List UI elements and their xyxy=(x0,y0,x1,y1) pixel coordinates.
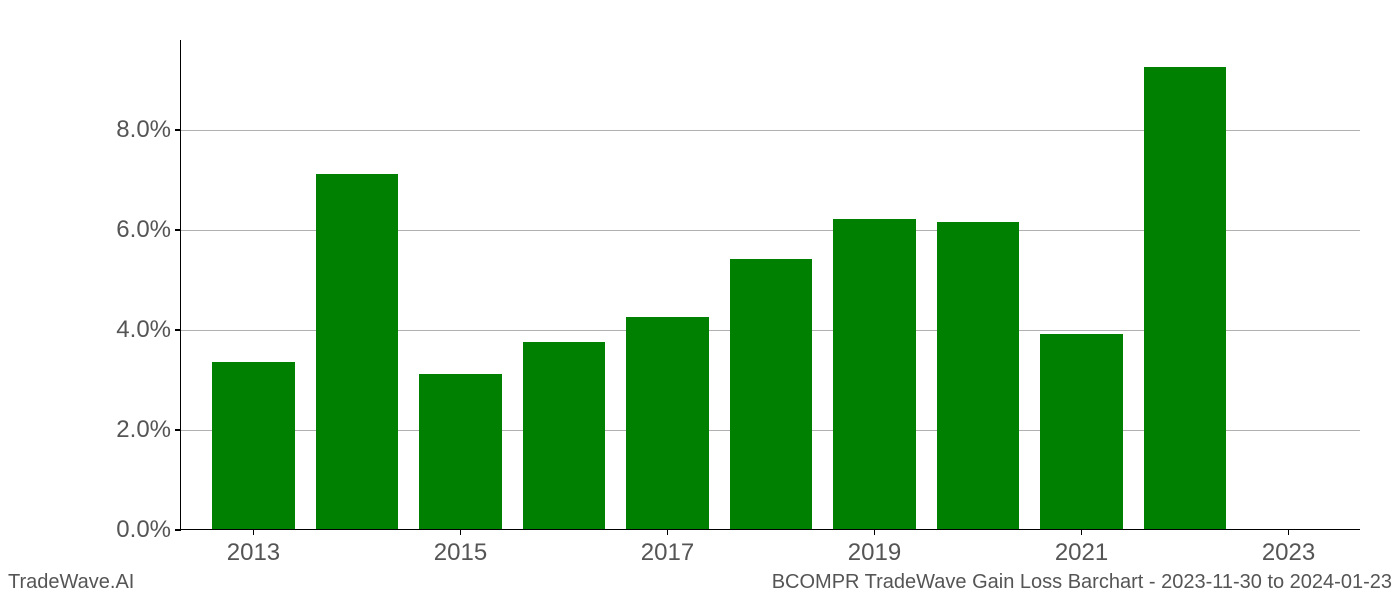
plot-area: 0.0%2.0%4.0%6.0%8.0%20132015201720192021… xyxy=(180,40,1360,530)
bar xyxy=(1144,67,1227,530)
bar xyxy=(1040,334,1123,529)
bar xyxy=(212,362,295,530)
bar xyxy=(626,317,709,530)
footer-left-text: TradeWave.AI xyxy=(8,571,134,594)
x-tick-label: 2017 xyxy=(641,529,694,567)
chart-container: 0.0%2.0%4.0%6.0%8.0%20132015201720192021… xyxy=(180,40,1360,530)
y-tick-label: 0.0% xyxy=(116,516,181,544)
bar xyxy=(419,374,502,529)
bar xyxy=(833,219,916,529)
bar xyxy=(937,222,1020,530)
footer-right-text: BCOMPR TradeWave Gain Loss Barchart - 20… xyxy=(772,571,1392,594)
y-tick-label: 4.0% xyxy=(116,316,181,344)
bar xyxy=(730,259,813,529)
x-tick-label: 2013 xyxy=(227,529,280,567)
y-tick-label: 2.0% xyxy=(116,416,181,444)
bar xyxy=(316,174,399,529)
x-tick-label: 2015 xyxy=(434,529,487,567)
x-tick-label: 2023 xyxy=(1262,529,1315,567)
y-tick-label: 8.0% xyxy=(116,116,181,144)
x-tick-label: 2021 xyxy=(1055,529,1108,567)
bar xyxy=(523,342,606,530)
y-tick-label: 6.0% xyxy=(116,216,181,244)
x-tick-label: 2019 xyxy=(848,529,901,567)
